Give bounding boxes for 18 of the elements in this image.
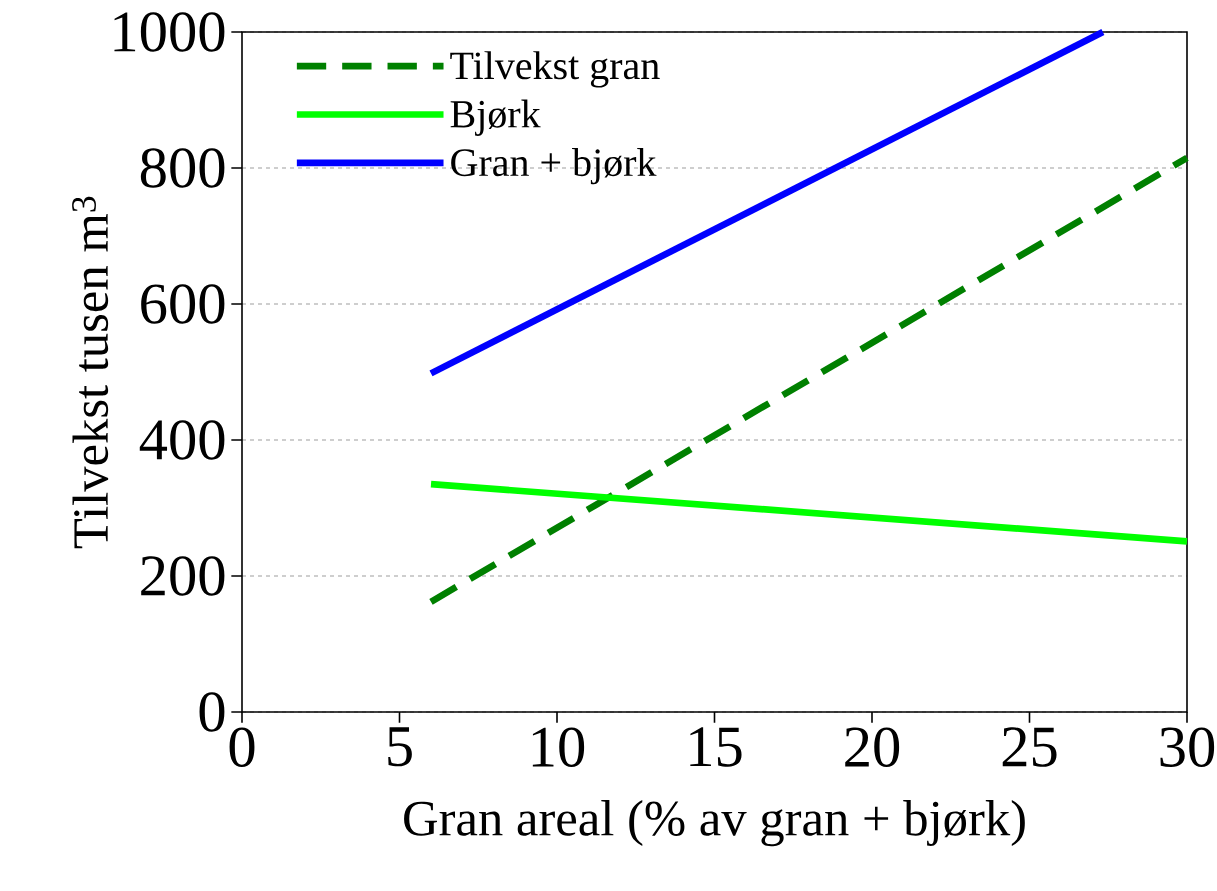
- x-tick-label: 15: [690, 727, 742, 767]
- x-tick-label: 5: [388, 727, 412, 767]
- legend-label: Gran + bjørk: [451, 148, 657, 185]
- y-axis-title: Tilvekst tusen m$^{3}$: [72, 196, 109, 549]
- legend-label: Bjørk: [450, 99, 541, 136]
- y-tick-label: 200: [141, 556, 225, 596]
- y-tick-label: 0: [199, 692, 225, 732]
- x-tick-label: 20: [845, 727, 900, 767]
- y-tick-label: 800: [140, 148, 225, 188]
- legend-label: Tilvekst gran: [450, 51, 660, 88]
- y-tick-label: 400: [139, 420, 225, 460]
- x-tick-label: 0: [229, 727, 255, 767]
- x-axis-title: Gran areal (% av gran + bjørk): [404, 800, 1025, 847]
- y-tick-label: 1000: [114, 12, 225, 52]
- x-tick-label: 10: [532, 727, 585, 767]
- y-tick-label: 600: [141, 284, 225, 324]
- x-tick-label: 30: [1160, 727, 1215, 767]
- x-tick-label: 25: [1002, 727, 1057, 767]
